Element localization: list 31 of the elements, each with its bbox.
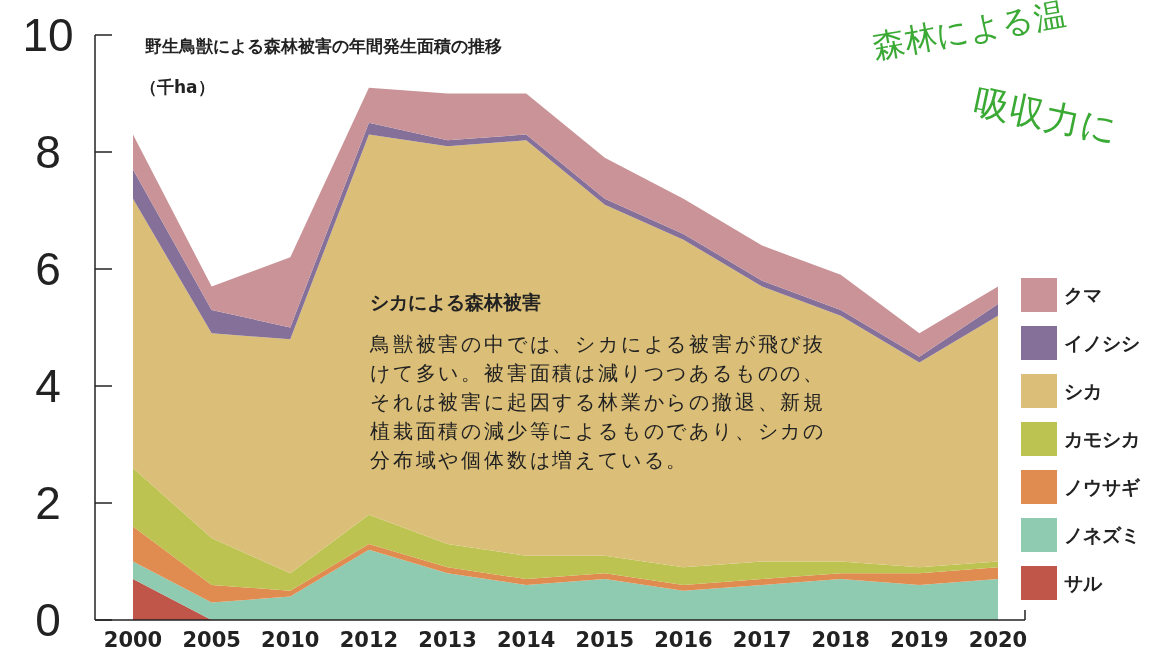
x-tick-label: 2012 (339, 628, 399, 650)
legend-label: クマ (1064, 284, 1102, 306)
y-tick-label: 0 (35, 594, 61, 646)
legend-label: カモシカ (1064, 428, 1140, 450)
x-tick-label: 2013 (418, 628, 477, 650)
chart-title: 野生鳥獣による森林被害の年間発生面積の推移 (145, 36, 502, 56)
y-tick-label: 4 (35, 360, 61, 412)
legend-label: シカ (1064, 380, 1102, 402)
x-tick-label: 2014 (496, 628, 556, 650)
annotation: 鳥獣被害の中では、シカによる被害が飛び抜けて多い。被害面積は減りつつあるものの、それは被害に起因する林業からの撤退、新規植栽面積の減少等によるものであり、シカの分布域や個体数は増えている。 (370, 331, 827, 474)
legend-label: ノウサギ (1064, 476, 1141, 498)
y-tick-label: 10 (22, 9, 74, 61)
x-tick-label: 2015 (575, 628, 635, 650)
x-tick-label: 2016 (654, 628, 713, 650)
annotation: 吸収力に (970, 80, 1121, 151)
y-tick-label: 8 (35, 126, 61, 178)
legend-label: イノシシ (1064, 332, 1140, 354)
annotation: 森林による温 (869, 0, 1069, 66)
x-tick-label: 2010 (261, 628, 320, 650)
x-tick-label: 2019 (890, 628, 949, 650)
x-tick-label: 2018 (811, 628, 870, 650)
legend-label: サル (1064, 572, 1103, 594)
x-tick-label: 2017 (732, 628, 792, 650)
x-tick-label: 2005 (182, 628, 241, 650)
y-tick-label: 6 (35, 243, 61, 295)
annotation: シカによる森林被害 (370, 290, 541, 315)
x-tick-label: 2000 (103, 628, 163, 650)
x-tick-label: 2020 (968, 628, 1028, 650)
y-tick-label: 2 (35, 477, 61, 529)
legend-label: ノネズミ (1064, 524, 1140, 546)
y-axis-title: （千ha） (140, 77, 215, 97)
